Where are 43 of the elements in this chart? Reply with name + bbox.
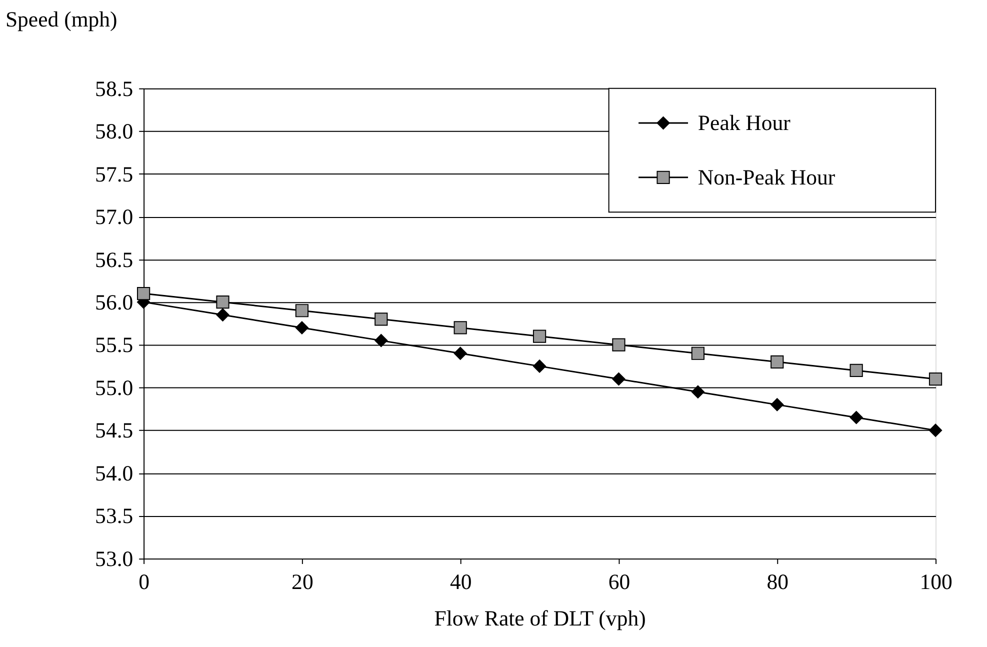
y-tick-label: 57.0 [95,205,134,230]
point [928,372,942,386]
point [454,346,467,360]
y-tick-label: 53.5 [95,504,134,528]
legend-label: Non-Peak Hour [698,165,836,190]
point [691,385,704,398]
x-axis-title: Flow Rate of DLT (vph) [434,606,646,630]
point [770,398,784,412]
x-tick-label: 20 [292,570,314,594]
point [532,360,546,373]
y-axis-title: Speed (mph) [5,7,118,32]
point [295,304,308,318]
point [216,296,230,309]
y-tick-label: 53.0 [95,546,134,571]
point [216,308,230,322]
y-tick-label: 54.0 [95,461,134,486]
x-tick-label: 100 [920,570,952,594]
x-tick-label: 40 [450,570,472,594]
point [454,321,467,334]
point [770,355,784,368]
x-tick-label: 80 [766,570,789,594]
point [612,338,626,352]
point [928,424,942,437]
y-tick-label: 57.5 [95,162,134,186]
point [691,346,704,360]
legend-label: Peak Hour [698,110,792,135]
x-tick-label: 60 [608,570,630,594]
point [532,330,546,343]
point [374,312,388,326]
point [374,334,388,348]
point [295,321,308,334]
y-tick-label: 55.5 [95,333,134,358]
y-tick-label: 56.5 [95,248,134,272]
y-tick-label: 54.5 [95,418,134,443]
point [850,410,863,424]
point [612,372,626,386]
y-tick-label: 58.0 [95,120,134,144]
y-tick-label: 56.0 [95,290,134,314]
point [850,364,863,378]
point [136,286,150,300]
y-tick-label: 55.0 [95,376,134,400]
x-tick-label: 0 [138,570,150,594]
y-tick-label: 58.5 [95,76,134,101]
